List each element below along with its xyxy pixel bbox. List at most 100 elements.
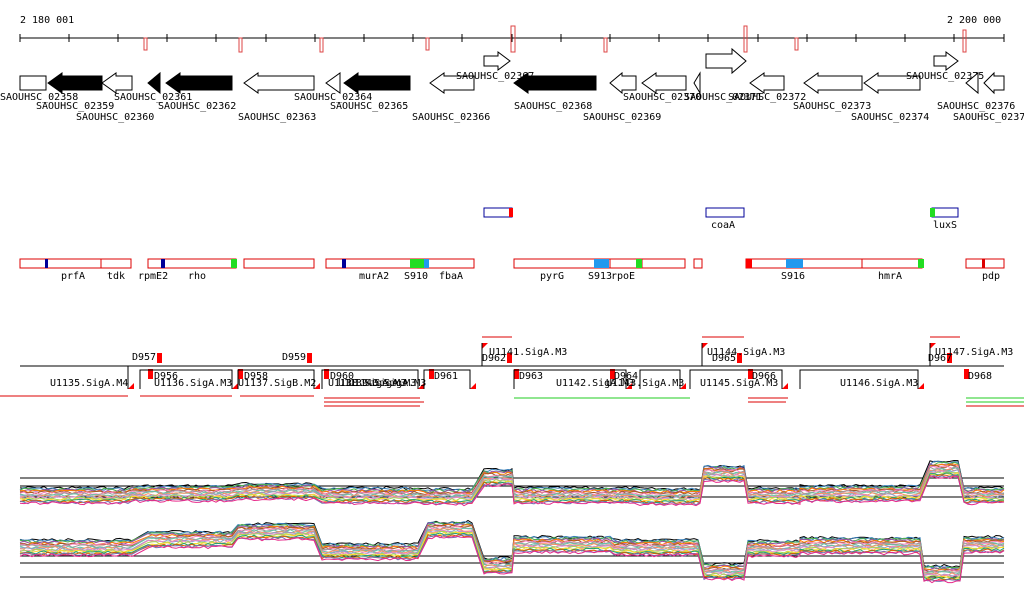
svg-text:U1138.SigA.M3: U1138.SigA.M3 bbox=[328, 378, 406, 389]
svg-text:D959: D959 bbox=[282, 352, 306, 363]
svg-text:U1145.SigA.M3: U1145.SigA.M3 bbox=[700, 378, 778, 389]
svg-text:D965: D965 bbox=[712, 353, 736, 364]
svg-text:U1143.SigA.M3: U1143.SigA.M3 bbox=[606, 378, 684, 389]
svg-text:SAOUHSC_02374: SAOUHSC_02374 bbox=[851, 112, 929, 123]
gene-saouhsc-02369[interactable]: SAOUHSC_02369 bbox=[583, 71, 661, 123]
svg-text:D956: D956 bbox=[154, 371, 178, 382]
gene-saouhsc-02367[interactable]: SAOUHSC_02367 bbox=[456, 51, 534, 82]
profile-line bbox=[19, 535, 1005, 584]
tu-lower-labels: U1135.SigA.M4 D956 U1136.SigA.M3 D958 U1… bbox=[50, 371, 992, 389]
svg-text:SAOUHSC_02365: SAOUHSC_02365 bbox=[330, 101, 408, 112]
svg-text:SAOUHSC_02368: SAOUHSC_02368 bbox=[514, 101, 592, 112]
svg-text:SAOUHSC_02360: SAOUHSC_02360 bbox=[76, 112, 154, 123]
profile-line bbox=[19, 466, 1005, 498]
svg-text:S913: S913 bbox=[588, 271, 612, 282]
profile-line bbox=[19, 460, 1005, 492]
gene-saouhsc-02362[interactable]: SAOUHSC_02362 bbox=[158, 72, 236, 112]
profile-line bbox=[19, 525, 1005, 574]
svg-text:D962: D962 bbox=[482, 353, 506, 364]
gene-saouhsc-02376[interactable]: SAOUHSC_02376 bbox=[937, 71, 1015, 112]
svg-text:SAOUHSC_02358: SAOUHSC_02358 bbox=[0, 92, 78, 103]
svg-text:U1141.SigA.M3: U1141.SigA.M3 bbox=[489, 347, 567, 358]
svg-text:prfA: prfA bbox=[61, 271, 85, 282]
svg-text:U1139.SigA.M3: U1139.SigA.M3 bbox=[338, 378, 416, 389]
svg-text:U1136.SigA.M3: U1136.SigA.M3 bbox=[154, 378, 232, 389]
gene-saouhsc-02372[interactable]: SAOUHSC_02372 bbox=[728, 72, 806, 103]
gene-saouhsc-02366[interactable]: SAOUHSC_02366 bbox=[412, 72, 490, 123]
svg-text:SAOUHSC_02367: SAOUHSC_02367 bbox=[456, 71, 534, 82]
svg-text:D961: D961 bbox=[434, 371, 458, 382]
profile-line bbox=[19, 533, 1005, 582]
gene-saouhsc-02361[interactable]: SAOUHSC_02361 bbox=[114, 71, 192, 103]
svg-text:rpmE2: rpmE2 bbox=[138, 271, 168, 282]
gene-saouhsc-02370[interactable]: SAOUHSC_02370 bbox=[623, 71, 701, 103]
svg-text:U1142.SigA.M3: U1142.SigA.M3 bbox=[556, 378, 634, 389]
operon-markers bbox=[45, 259, 985, 268]
gene-saouhsc-02377[interactable]: SAOUHSC_02377 bbox=[953, 71, 1024, 123]
svg-text:rpoE: rpoE bbox=[611, 271, 635, 282]
svg-text:D964: D964 bbox=[614, 371, 638, 382]
ruler-start-label: 2 180 001 bbox=[20, 15, 74, 26]
svg-text:SAOUHSC_02362: SAOUHSC_02362 bbox=[158, 101, 236, 112]
svg-text:SAOUHSC_02376: SAOUHSC_02376 bbox=[937, 101, 1015, 112]
svg-text:U1137.SigB.M2: U1137.SigB.M2 bbox=[238, 378, 316, 389]
ruler-end-label: 2 200 000 bbox=[947, 15, 1001, 26]
gene-track: SAOUHSC_02358 SAOUHSC_02359 SAOUHSC_0236… bbox=[0, 47, 1024, 123]
svg-text:tdk: tdk bbox=[107, 271, 125, 282]
svg-text:D960: D960 bbox=[330, 371, 354, 382]
gene-saouhsc-02360[interactable]: SAOUHSC_02360 bbox=[76, 72, 154, 123]
expression-profile-upper bbox=[19, 459, 1005, 507]
gene-saouhsc-02373[interactable]: SAOUHSC_02373 bbox=[793, 72, 871, 112]
gene-saouhsc-02368[interactable]: SAOUHSC_02368 bbox=[513, 72, 597, 112]
svg-text:U1146.SigA.M3: U1146.SigA.M3 bbox=[840, 378, 918, 389]
transcription-unit-track: D957 D959 U1141.SigA.M3 D962 U1144.SigA.… bbox=[0, 336, 1024, 407]
gene-saouhsc-02375[interactable]: SAOUHSC_02375 bbox=[906, 51, 984, 82]
profile-line bbox=[19, 471, 1005, 502]
svg-text:SAOUHSC_02370: SAOUHSC_02370 bbox=[623, 92, 701, 103]
svg-text:SAOUHSC_02359: SAOUHSC_02359 bbox=[36, 101, 114, 112]
gene-saouhsc-02364[interactable]: SAOUHSC_02364 bbox=[294, 72, 372, 103]
gene-saouhsc-02358[interactable]: SAOUHSC_02358 bbox=[0, 75, 78, 103]
svg-text:D958: D958 bbox=[244, 371, 268, 382]
expression-profile-lower bbox=[19, 519, 1005, 584]
profile-line bbox=[19, 523, 1005, 572]
profile-line bbox=[19, 524, 1005, 573]
svg-text:D963: D963 bbox=[519, 371, 543, 382]
svg-text:rho: rho bbox=[188, 271, 206, 282]
svg-text:hmrA: hmrA bbox=[878, 271, 902, 282]
svg-text:fbaA: fbaA bbox=[439, 271, 463, 282]
svg-text:SAOUHSC_02361: SAOUHSC_02361 bbox=[114, 92, 192, 103]
gene-saouhsc-02371[interactable]: SAOUHSC_02371 bbox=[684, 47, 762, 103]
svg-text:D966: D966 bbox=[752, 371, 776, 382]
svg-text:SAOUHSC_02377: SAOUHSC_02377 bbox=[953, 112, 1024, 123]
gene-saouhsc-02374[interactable]: SAOUHSC_02374 bbox=[851, 72, 929, 123]
svg-text:SAOUHSC_02371: SAOUHSC_02371 bbox=[684, 92, 762, 103]
profile-line bbox=[19, 461, 1005, 493]
operon-lower-row bbox=[19, 258, 1005, 269]
svg-text:U1147.SigA.M3: U1147.SigA.M3 bbox=[935, 347, 1013, 358]
operon-label-luxs: luxS bbox=[933, 220, 957, 231]
svg-text:SAOUHSC_02375: SAOUHSC_02375 bbox=[906, 71, 984, 82]
svg-text:D967: D967 bbox=[928, 353, 952, 364]
svg-text:pyrG: pyrG bbox=[540, 271, 564, 282]
svg-text:murA2: murA2 bbox=[359, 271, 389, 282]
svg-text:pdp: pdp bbox=[982, 271, 1000, 282]
svg-text:SAOUHSC_02366: SAOUHSC_02366 bbox=[412, 112, 490, 123]
svg-text:U1144.SigA.M3: U1144.SigA.M3 bbox=[707, 347, 785, 358]
profile-line bbox=[19, 475, 1004, 507]
svg-text:SAOUHSC_02373: SAOUHSC_02373 bbox=[793, 101, 871, 112]
svg-text:SAOUHSC_02369: SAOUHSC_02369 bbox=[583, 112, 661, 123]
svg-text:SAOUHSC_02363: SAOUHSC_02363 bbox=[238, 112, 316, 123]
svg-text:SAOUHSC_02364: SAOUHSC_02364 bbox=[294, 92, 372, 103]
gene-saouhsc-02365[interactable]: SAOUHSC_02365 bbox=[330, 72, 411, 112]
svg-text:U1140.SigA.M3: U1140.SigA.M3 bbox=[348, 378, 426, 389]
svg-text:S916: S916 bbox=[781, 271, 805, 282]
gene-saouhsc-02363[interactable]: SAOUHSC_02363 bbox=[238, 72, 316, 123]
tu-upper-labels: D957 D959 U1141.SigA.M3 D962 U1144.SigA.… bbox=[132, 347, 1013, 364]
operon-upper-row: coaA luxS bbox=[483, 207, 959, 231]
profile-line bbox=[19, 534, 1005, 582]
svg-text:D968: D968 bbox=[968, 371, 992, 382]
svg-text:SAOUHSC_02372: SAOUHSC_02372 bbox=[728, 92, 806, 103]
operon-label-coaa: coaA bbox=[711, 220, 735, 231]
